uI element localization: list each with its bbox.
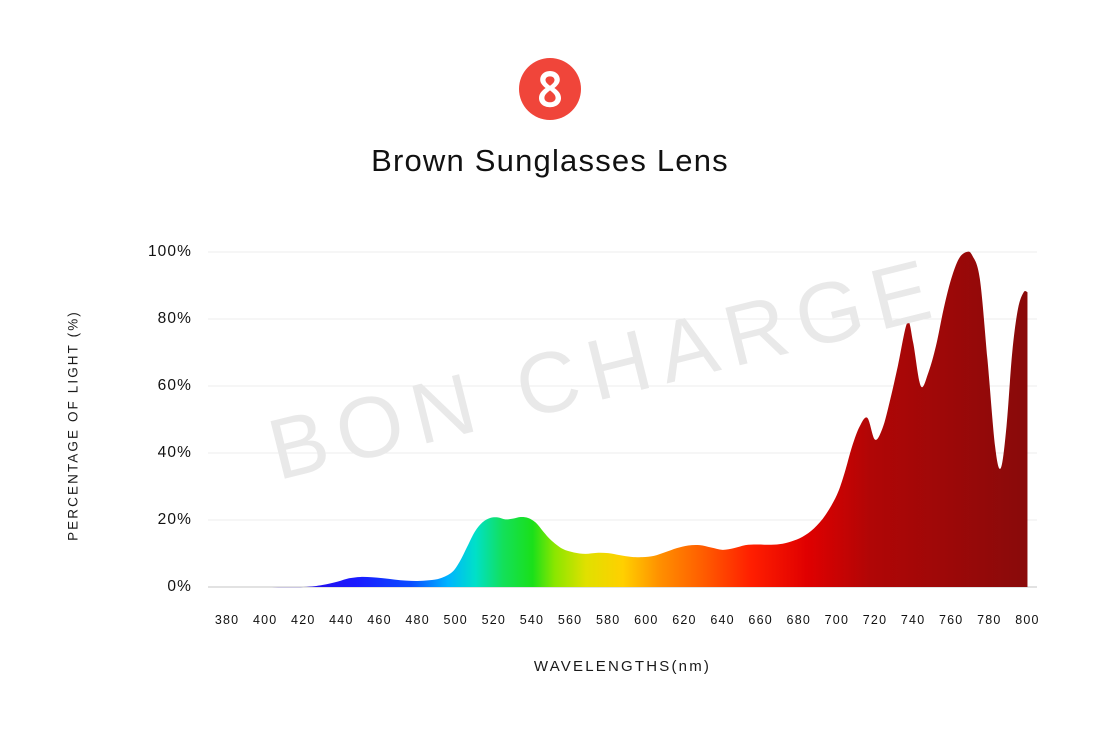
x-tick-label: 400 — [252, 613, 278, 627]
x-tick-label: 540 — [519, 613, 545, 627]
x-tick-label: 420 — [291, 613, 316, 627]
bon-charge-knot-logo-icon — [519, 58, 581, 120]
x-tick-label: 700 — [824, 613, 850, 627]
x-tick-label: 500 — [443, 613, 468, 627]
x-tick-label: 600 — [634, 613, 659, 627]
y-tick-label: 100% — [147, 243, 192, 260]
x-tick-label: 800 — [1015, 613, 1040, 627]
x-axis-title: WAVELENGTHS(nm) — [533, 658, 712, 675]
y-tick-label: 0% — [167, 578, 192, 595]
x-tick-label: 760 — [939, 613, 964, 627]
x-tick-label: 660 — [748, 613, 773, 627]
transmission-area — [227, 251, 1028, 588]
y-axis-title: PERCENTAGE OF LIGHT (%) — [65, 310, 81, 541]
x-tick-label: 640 — [710, 613, 735, 627]
x-tick-label: 440 — [329, 613, 354, 627]
page-title: Brown Sunglasses Lens — [371, 143, 729, 178]
x-tick-label: 620 — [672, 613, 697, 627]
x-tick-label: 460 — [367, 613, 392, 627]
x-tick-label: 740 — [900, 613, 926, 627]
x-tick-label: 380 — [214, 613, 240, 627]
y-tick-label: 60% — [157, 377, 192, 394]
brand-logo — [0, 58, 1100, 120]
x-tick-label: 560 — [557, 613, 583, 627]
x-tick-label: 520 — [481, 613, 507, 627]
y-tick-label: 80% — [157, 310, 192, 327]
x-tick-label: 780 — [977, 613, 1002, 627]
x-tick-label: 720 — [862, 613, 888, 627]
x-tick-label: 480 — [405, 613, 430, 627]
x-tick-label: 680 — [786, 613, 812, 627]
x-tick-label: 580 — [595, 613, 621, 627]
y-tick-label: 40% — [157, 444, 192, 461]
y-tick-label: 20% — [157, 511, 192, 528]
